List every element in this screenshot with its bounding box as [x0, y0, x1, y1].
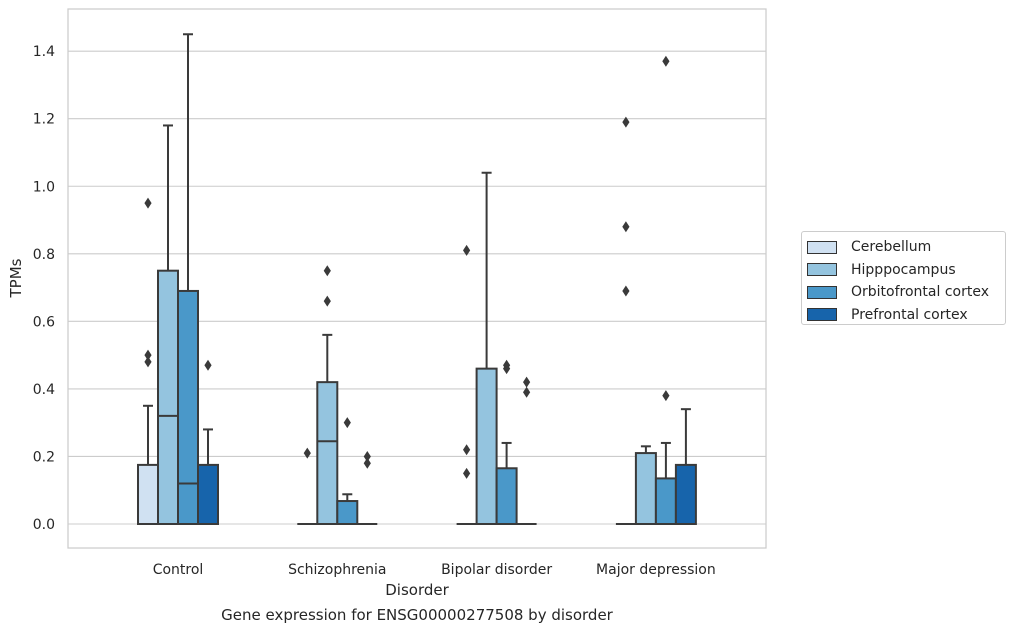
box-group — [674, 408, 697, 525]
outlier-point — [363, 450, 371, 462]
box-group — [297, 447, 318, 525]
outlier-point — [144, 356, 152, 368]
legend-item: Cerebellum — [807, 236, 1005, 259]
box-group — [157, 124, 179, 525]
outlier-point — [204, 359, 212, 371]
outlier-point — [503, 363, 511, 375]
box-body — [316, 381, 339, 525]
plot-frame — [67, 8, 767, 549]
legend: Cerebellum Hipppocampus Orbitofrontal co… — [801, 231, 1006, 325]
outlier-point — [323, 295, 331, 307]
box-group — [357, 450, 378, 525]
outlier-point — [363, 457, 371, 469]
box-group — [456, 244, 477, 525]
box-body — [495, 467, 518, 525]
y-tick-label: 0.4 — [33, 382, 55, 398]
outlier-point — [323, 265, 331, 277]
y-tick-label: 1.2 — [33, 112, 55, 128]
box-body — [177, 289, 199, 526]
outlier-point — [622, 116, 630, 128]
box-layer — [137, 33, 697, 526]
box-group — [316, 265, 339, 525]
box-group — [475, 171, 498, 526]
box-group — [615, 116, 636, 525]
outlier-point — [662, 55, 670, 67]
y-tick-label: 1.0 — [33, 179, 55, 195]
box-group — [336, 417, 359, 525]
x-tick-label: Major depression — [596, 562, 716, 578]
box-body — [674, 463, 697, 525]
box-group — [137, 197, 159, 525]
outlier-point — [662, 390, 670, 402]
box-body — [475, 367, 498, 526]
box-group — [516, 376, 537, 525]
outlier-point — [463, 244, 471, 256]
x-tick-label: Schizophrenia — [288, 562, 386, 578]
y-tick-label: 0.8 — [33, 247, 55, 263]
outlier-point — [463, 467, 471, 479]
x-tick-label: Bipolar disorder — [441, 562, 552, 578]
legend-item: Prefrontal cortex — [807, 304, 1005, 327]
y-axis-title: TPMs — [7, 258, 25, 298]
legend-label: Hipppocampus — [851, 261, 956, 278]
box-group — [495, 359, 518, 525]
y-tick-label: 0.0 — [33, 517, 55, 533]
legend-item: Orbitofrontal cortex — [807, 281, 1005, 304]
legend-swatch — [807, 240, 837, 254]
outlier-point — [303, 447, 311, 459]
legend-swatch — [807, 285, 837, 299]
box-group — [197, 359, 219, 525]
box-body — [336, 500, 359, 525]
tick-label-layer: 0.0 0.2 0.4 0.6 0.8 1.0 1.2 1.4 Control Schizophr… — [33, 44, 716, 578]
outlier-point — [523, 376, 531, 388]
box-body — [654, 477, 677, 525]
box-group — [654, 55, 677, 525]
box-group — [634, 445, 657, 526]
box-group — [177, 33, 199, 526]
legend-swatch — [807, 308, 837, 322]
outlier-point — [523, 386, 531, 398]
legend-item: Hipppocampus — [807, 259, 1005, 282]
y-tick-label: 0.6 — [33, 314, 55, 330]
box-body — [197, 463, 219, 525]
legend-label: Orbitofrontal cortex — [851, 284, 989, 301]
outlier-point — [343, 417, 351, 429]
box-body — [137, 463, 159, 525]
x-axis-title: Disorder — [385, 581, 449, 599]
box-body — [634, 452, 657, 526]
y-tick-label: 1.4 — [33, 44, 55, 60]
outlier-point — [144, 197, 152, 209]
outlier-point — [622, 221, 630, 233]
legend-label: Prefrontal cortex — [851, 306, 968, 323]
box-body — [157, 269, 179, 525]
x-tick-label: Control — [153, 562, 204, 578]
outlier-point — [463, 444, 471, 456]
chart-caption: Gene expression for ENSG00000277508 by d… — [221, 606, 613, 624]
legend-swatch — [807, 263, 837, 277]
legend-label: Cerebellum — [851, 239, 932, 256]
outlier-point — [622, 285, 630, 297]
y-tick-label: 0.2 — [33, 449, 55, 465]
outlier-point — [144, 349, 152, 361]
